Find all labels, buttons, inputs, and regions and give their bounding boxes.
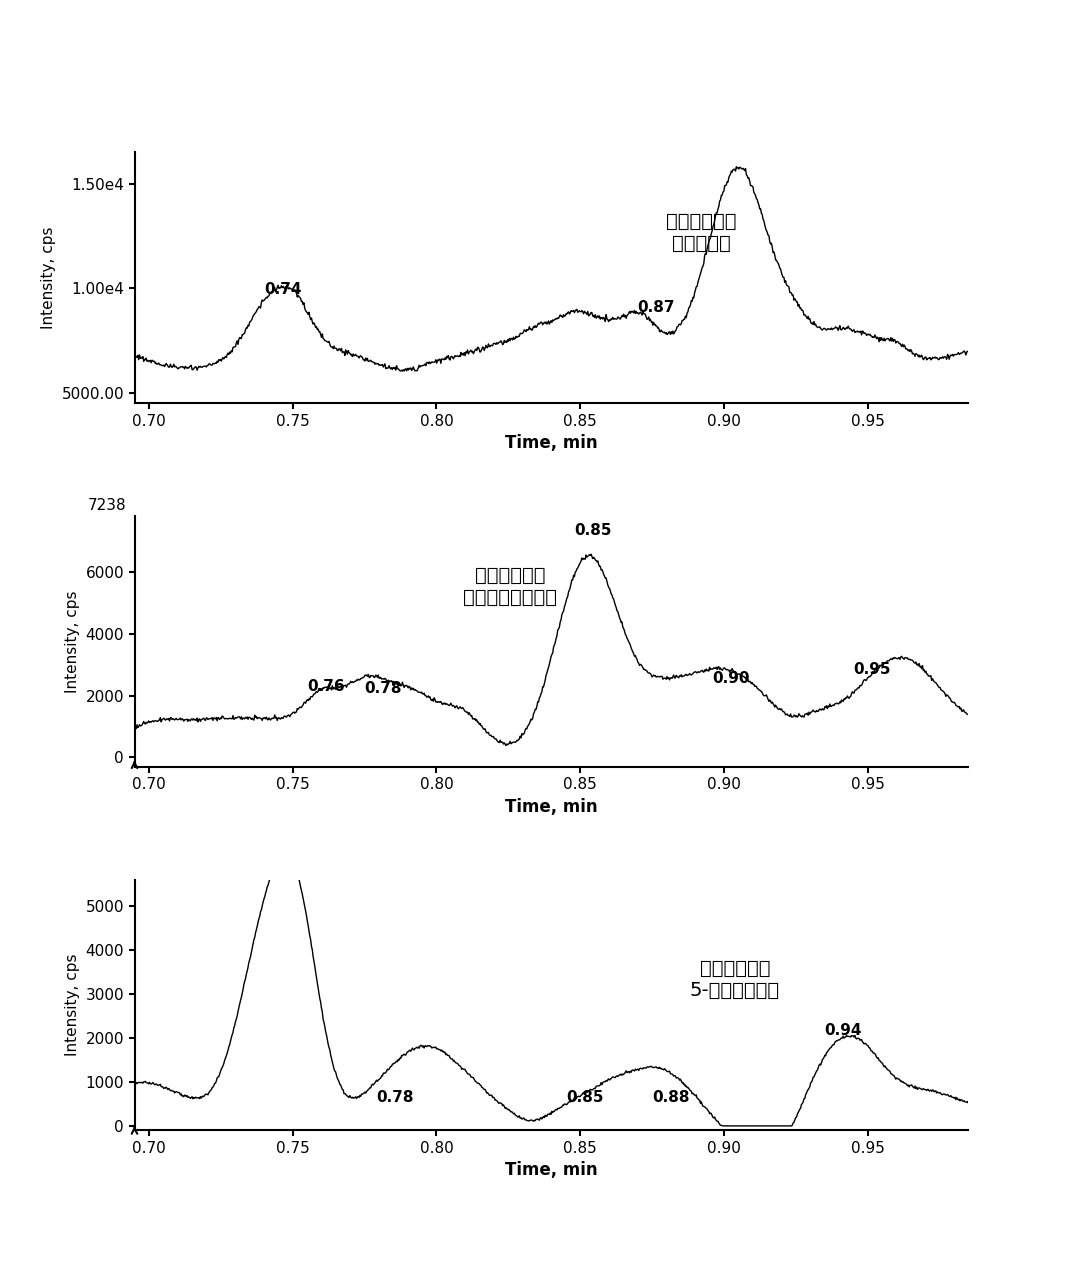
Text: 正丁醒衍生化
多巴胺产物: 正丁醒衍生化 多巴胺产物 [666,212,737,253]
Text: 正丁醒衍生化
去甲肾上腺素产物: 正丁醒衍生化 去甲肾上腺素产物 [463,565,556,607]
Text: 0.95: 0.95 [853,662,891,677]
Y-axis label: Intensity, cps: Intensity, cps [65,954,80,1057]
Text: 0.87: 0.87 [638,301,676,315]
Text: 0.94: 0.94 [824,1022,862,1038]
Text: 0.90: 0.90 [712,672,750,686]
Text: 0.74: 0.74 [264,282,301,297]
Text: 0.85: 0.85 [566,1090,604,1105]
X-axis label: Time, min: Time, min [505,434,598,452]
X-axis label: Time, min: Time, min [505,798,598,815]
Text: 0.85: 0.85 [575,523,612,537]
Text: 0.88: 0.88 [652,1090,690,1105]
Text: 0.76: 0.76 [307,679,344,693]
Text: 0.78: 0.78 [376,1090,413,1105]
Text: 7238: 7238 [87,498,126,513]
X-axis label: Time, min: Time, min [505,1161,598,1180]
Y-axis label: Intensity, cps: Intensity, cps [65,591,80,692]
Text: 0.78: 0.78 [365,681,402,696]
Y-axis label: Intensity, cps: Intensity, cps [41,226,56,329]
Text: 正丁醒衍生化
5-羟基色胺产物: 正丁醒衍生化 5-羟基色胺产物 [690,959,780,1001]
